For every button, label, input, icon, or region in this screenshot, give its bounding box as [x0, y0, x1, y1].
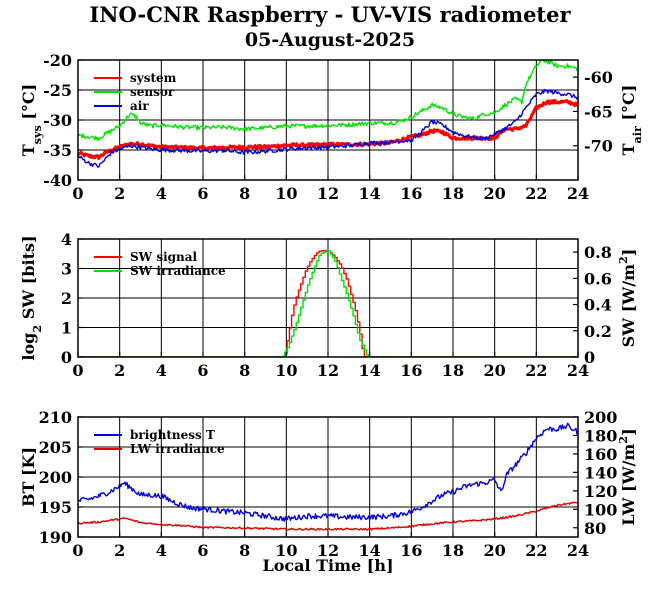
- y-tick-label: 0: [61, 348, 72, 367]
- x-tick-label: 24: [567, 184, 589, 203]
- y-tick-label: -25: [43, 81, 72, 100]
- legend-label: SW signal: [130, 250, 198, 264]
- y2-tick-label: 0.8: [584, 243, 612, 262]
- x-tick-label: 12: [317, 541, 339, 560]
- x-tick-label: 4: [156, 184, 167, 203]
- series-line-brightness-t: [78, 422, 578, 522]
- x-tick-label: 16: [400, 541, 422, 560]
- y2-tick-label: 140: [584, 463, 617, 482]
- series-line-sw-irradiance: [78, 250, 578, 357]
- x-tick-label: 6: [197, 361, 208, 380]
- x-tick-label: 16: [400, 361, 422, 380]
- y2-tick-label: 0.6: [584, 269, 612, 288]
- x-tick-label: 4: [156, 541, 167, 560]
- y-tick-label: 4: [61, 230, 72, 249]
- legend-label: SW irradiance: [130, 264, 226, 278]
- x-tick-label: 10: [275, 541, 297, 560]
- x-tick-label: 20: [484, 541, 506, 560]
- x-tick-label: 10: [275, 184, 297, 203]
- x-tick-label: 20: [484, 361, 506, 380]
- x-tick-label: 14: [359, 184, 381, 203]
- y-tick-label: 190: [39, 528, 72, 547]
- x-tick-label: 12: [317, 361, 339, 380]
- y2-tick-label: 120: [584, 482, 617, 501]
- y2-axis-label: Tair [°C]: [619, 85, 644, 156]
- x-tick-label: 14: [359, 541, 381, 560]
- x-tick-label: 10: [275, 361, 297, 380]
- series-line-lw-irradiance: [78, 501, 578, 531]
- y-axis-label: Tsys [°C]: [19, 84, 44, 156]
- x-axis-label: Local Time [h]: [262, 556, 393, 575]
- y2-tick-label: 0: [584, 348, 595, 367]
- y2-tick-label: -60: [584, 68, 613, 87]
- y-axis-label: log2 SW [bits]: [19, 235, 44, 360]
- y2-tick-label: 200: [584, 408, 617, 427]
- legend-label: sensor: [130, 85, 175, 99]
- y-axis-label: BT [K]: [19, 447, 38, 507]
- y2-axis-label: SW [W/m2]: [616, 249, 638, 348]
- x-tick-label: 6: [197, 184, 208, 203]
- x-tick-label: 18: [442, 184, 464, 203]
- x-tick-label: 2: [114, 361, 125, 380]
- x-tick-label: 0: [72, 361, 83, 380]
- x-tick-label: 8: [239, 361, 250, 380]
- y2-tick-label: 100: [584, 500, 617, 519]
- legend-label: LW irradiance: [130, 442, 225, 456]
- x-tick-label: 2: [114, 541, 125, 560]
- series-line-sw-signal: [78, 250, 578, 357]
- chart-panel-1: 0 2 4 6 8 10 12 14 16 18 20 22 24-40-35-30-25-20-70-…: [43, 51, 613, 203]
- x-tick-label: 20: [484, 184, 506, 203]
- y-tick-label: 1: [61, 319, 72, 338]
- x-tick-label: 22: [525, 184, 547, 203]
- x-tick-label: 22: [525, 361, 547, 380]
- y-tick-label: 2: [61, 289, 72, 308]
- title-block: INO-CNR Raspberry - UV-VIS radiometer 05…: [0, 2, 660, 52]
- x-tick-label: 8: [239, 184, 250, 203]
- x-tick-label: 16: [400, 184, 422, 203]
- y-tick-label: 200: [39, 468, 72, 487]
- series-line-sensor: [78, 60, 578, 141]
- y2-tick-label: 0.2: [584, 322, 612, 341]
- x-tick-label: 8: [239, 541, 250, 560]
- y-tick-label: -35: [43, 141, 72, 160]
- y2-tick-label: -70: [584, 137, 613, 156]
- series-line-air: [78, 88, 578, 168]
- chart-panel-3: 0 2 4 6 8 10 12 14 16 18 20 22 241901952002052108010…: [39, 408, 618, 575]
- legend-label: brightness T: [130, 428, 215, 442]
- y2-axis-label: LW [W/m2]: [616, 428, 638, 525]
- x-tick-label: 24: [567, 541, 589, 560]
- chart-title: INO-CNR Raspberry - UV-VIS radiometer: [89, 2, 571, 27]
- y2-tick-label: 0.4: [584, 296, 612, 315]
- x-tick-label: 4: [156, 361, 167, 380]
- y2-tick-label: -65: [584, 102, 613, 121]
- legend-label: system: [130, 71, 177, 85]
- x-tick-label: 0: [72, 184, 83, 203]
- y2-tick-label: 80: [584, 519, 606, 538]
- y-tick-label: 210: [39, 408, 72, 427]
- x-tick-label: 0: [72, 541, 83, 560]
- x-tick-label: 24: [567, 361, 589, 380]
- x-tick-label: 6: [197, 541, 208, 560]
- x-tick-label: 14: [359, 361, 381, 380]
- x-tick-label: 18: [442, 361, 464, 380]
- y2-tick-label: 160: [584, 445, 617, 464]
- x-tick-label: 22: [525, 541, 547, 560]
- y-tick-label: -40: [43, 171, 72, 190]
- chart-panel-2: 0 2 4 6 8 10 12 14 16 18 20 22 240123400.20.40.60.8S…: [61, 230, 612, 380]
- x-tick-label: 12: [317, 184, 339, 203]
- y-tick-label: -20: [43, 51, 72, 70]
- x-tick-label: 18: [442, 541, 464, 560]
- y-tick-label: -30: [43, 111, 72, 130]
- chart-subtitle: 05-August-2025: [244, 29, 416, 51]
- y-tick-label: 3: [61, 260, 72, 279]
- legend-label: air: [130, 99, 149, 113]
- x-tick-label: 2: [114, 184, 125, 203]
- y2-tick-label: 180: [584, 426, 617, 445]
- y-tick-label: 205: [39, 438, 72, 457]
- y-tick-label: 195: [39, 498, 72, 517]
